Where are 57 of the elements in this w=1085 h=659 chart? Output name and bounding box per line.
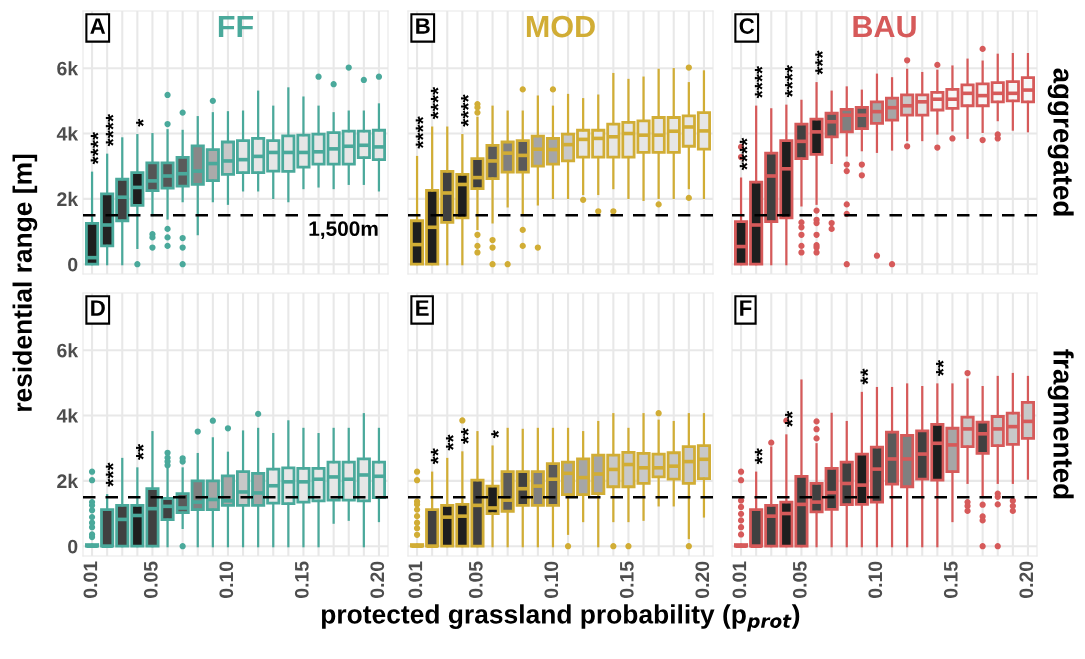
x-tick-label: 0.20 [1019, 561, 1034, 598]
annotation: A [90, 18, 106, 34]
x-tick-label: 0.15 [294, 561, 309, 598]
annotation: *** [815, 50, 823, 75]
x-tick-label: 0.20 [370, 561, 385, 598]
x-tick-label: 0.01 [83, 561, 98, 598]
x-tick-label: 0.10 [868, 561, 883, 598]
annotation: **** [785, 65, 793, 98]
annotation: F [740, 300, 752, 316]
x-tick-label: 0.01 [732, 561, 747, 598]
annotation: ** [936, 359, 944, 377]
annotation: ** [785, 410, 793, 428]
annotation: **** [90, 131, 99, 165]
y2-axis-title: fragmented [1047, 349, 1074, 499]
annotation: **** [461, 94, 469, 127]
y-tick-label: 4k [56, 126, 79, 141]
y-tick-label: 6k [57, 343, 79, 358]
x-tick-label: 0.20 [695, 561, 710, 598]
annotation: C [739, 18, 755, 34]
x-tick-label: 0.10 [544, 561, 559, 598]
x-tick-label: 0.01 [408, 561, 423, 598]
chart-title: FF [218, 16, 254, 38]
chart-title: BAU [853, 16, 916, 38]
annotation: ** [445, 434, 454, 451]
y2-axis-title: aggregated [1047, 68, 1074, 216]
annotation: **** [105, 114, 114, 147]
y-tick-label: 4k [56, 408, 79, 423]
y-tick-label: 2k [57, 473, 79, 488]
annotation: ** [860, 368, 869, 385]
annotation: **** [415, 116, 424, 149]
y-axis-title: residential range [m] [12, 154, 38, 411]
x-tick-label: 0.10 [219, 561, 234, 598]
annotation: ** [136, 443, 144, 461]
y-tick-label: 0 [68, 257, 78, 272]
annotation: D [91, 300, 105, 316]
y-tick-label: 6k [57, 61, 79, 76]
annotation: B [416, 18, 430, 34]
annotation: * [491, 430, 499, 439]
x-tick-label: 0.05 [468, 561, 483, 598]
annotation: ** [461, 427, 469, 445]
annotation: * [136, 118, 144, 127]
y-tick-label: 0 [68, 539, 78, 554]
annotation: ** [754, 448, 763, 465]
x-tick-label: 0.15 [619, 561, 634, 598]
annotation: **** [739, 137, 748, 171]
annotation: ** [430, 448, 439, 465]
x-tick-label: 0.05 [143, 561, 158, 598]
x-axis-title: protected grassland probability (p$_{prot}$) [321, 604, 800, 632]
y-tick-label: 2k [57, 191, 79, 206]
x-tick-label: 0.15 [943, 561, 958, 598]
chart-title: MOD [526, 15, 595, 38]
annotation: **** [430, 86, 439, 120]
ref-line-label: 1,500m [309, 221, 378, 240]
annotation: E [416, 300, 429, 316]
x-tick-label: 0.05 [792, 561, 807, 598]
annotation: **** [754, 65, 763, 99]
annotation: *** [105, 462, 114, 487]
